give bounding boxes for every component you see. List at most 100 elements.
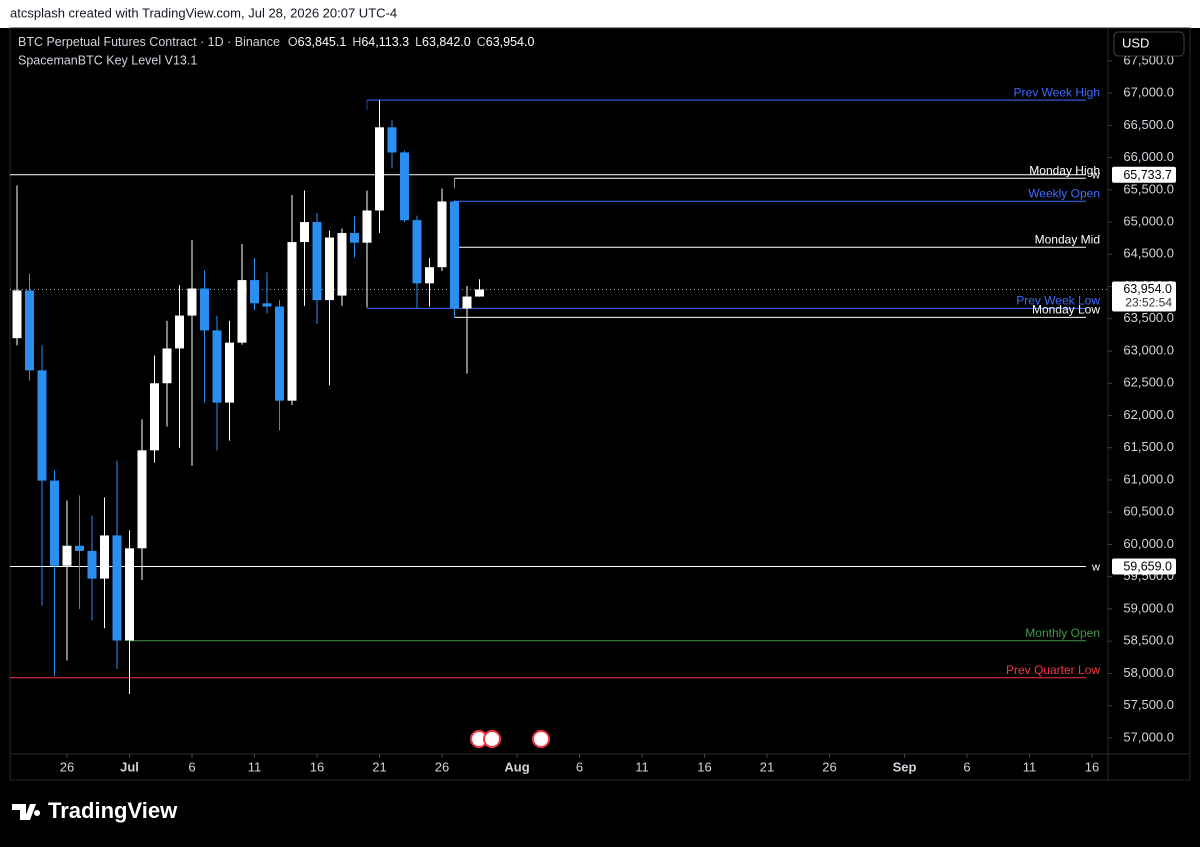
candle-body [400, 152, 409, 221]
candle-body [350, 233, 359, 243]
chart-frame [9, 27, 1191, 781]
ohlc-key: C [477, 35, 486, 49]
brand-logo: TradingView [12, 798, 178, 823]
candle-body [262, 303, 272, 307]
y-tick-label: 57,000.0 [1123, 729, 1174, 744]
x-tick-label: 26 [60, 759, 74, 774]
y-tick-label: 66,500.0 [1123, 117, 1174, 132]
candle-body [125, 548, 134, 641]
ohlc-key: L [415, 35, 422, 49]
y-tick-label: 58,500.0 [1123, 633, 1174, 648]
x-tick-label: 26 [822, 759, 836, 774]
candle-body [212, 330, 222, 403]
event-flag[interactable] [532, 730, 550, 748]
price-label-box [1112, 558, 1176, 575]
plot [10, 99, 1108, 695]
ohlc-value: 63,954.0 [486, 35, 535, 49]
ohlc-value: 63,845.1 [298, 35, 347, 49]
y-tick-label: 63,000.0 [1123, 342, 1174, 357]
candle-body [100, 535, 109, 579]
candle-body [250, 280, 259, 304]
candle-body [137, 450, 147, 549]
key-level-label: w [1091, 561, 1100, 573]
ohlc-value: 63,842.0 [422, 35, 471, 49]
top-bar [0, 0, 1200, 28]
y-tick-label: 60,500.0 [1123, 504, 1174, 519]
x-tick-label: Sep [893, 759, 917, 774]
y-tick-label: 63,500.0 [1123, 310, 1174, 325]
brand: TradingView [48, 798, 178, 823]
y-tick-label: 58,000.0 [1123, 665, 1174, 680]
key-level-label: Monday High [1029, 163, 1100, 177]
candle-body [287, 242, 297, 401]
y-tick-label: 61,500.0 [1123, 439, 1174, 454]
y-tick-label: 65,000.0 [1123, 214, 1174, 229]
logo-icon [12, 804, 41, 820]
x-tick-label: 11 [248, 759, 262, 774]
overlay: Prev Week High w 65,733.7 Monday High Weekly… [1006, 85, 1176, 677]
x-tick-label: 6 [188, 759, 195, 774]
price-label: 59,659.0 [1123, 560, 1172, 574]
last-price-box [1112, 281, 1176, 312]
x-tick-label: 21 [372, 759, 386, 774]
key-level-label: Monday Mid [1035, 232, 1100, 246]
candle-body [337, 233, 347, 296]
y-tick-label: 66,000.0 [1123, 149, 1174, 164]
event-flag[interactable] [483, 730, 501, 748]
x-tick-label: 26 [435, 759, 449, 774]
indicator-name: SpacemanBTC Key Level V13.1 [18, 53, 197, 67]
x-tick-label: 11 [1023, 759, 1037, 774]
candle-body [175, 315, 184, 349]
candle-body [475, 289, 484, 297]
x-tick-label: 16 [1085, 759, 1099, 774]
y-tick-label: 67,000.0 [1123, 85, 1174, 100]
y-tick-label: 62,000.0 [1123, 407, 1174, 422]
currency-button[interactable] [1113, 31, 1185, 57]
key-level-label: Prev Week High [1014, 85, 1100, 99]
ohlc-value: 64,113.3 [361, 35, 409, 49]
candle-body [25, 290, 34, 371]
countdown: 23:52:54 [1125, 296, 1172, 310]
candle-body [75, 545, 84, 551]
x-tick-label: 11 [635, 759, 649, 774]
candle-body [150, 383, 159, 451]
y-tick-label: 65,500.0 [1123, 181, 1174, 196]
y-tick-label: 64,500.0 [1123, 246, 1174, 261]
candle-body [362, 210, 372, 243]
currency[interactable]: USD [1122, 35, 1149, 50]
key-level-label: Monday Low [1032, 303, 1100, 317]
candle-body [300, 222, 309, 243]
y-tick-label: 57,500.0 [1123, 697, 1174, 712]
x-tick-label: 16 [310, 759, 324, 774]
x-tick-label: Aug [504, 759, 529, 774]
symbol-title: BTC Perpetual Futures Contract · 1D · Bi… [18, 35, 534, 49]
candle-body [437, 201, 447, 268]
candle-body [162, 348, 172, 384]
ohlc-key: O [288, 35, 298, 49]
symbol: BTC Perpetual Futures Contract · 1D · Bi… [18, 35, 280, 49]
candle-body [275, 306, 284, 401]
candle-body [375, 127, 384, 211]
key-level-label: Weekly Open [1028, 186, 1100, 200]
event-flags [470, 730, 550, 748]
ohlc-legend: O63,845.1 H64,113.3 L63,842.0 C63,954.0 [288, 35, 535, 49]
ohlc-key: H [352, 35, 361, 49]
key-level-label: Prev Quarter Low [1006, 663, 1100, 677]
attribution: atcsplash created with TradingView.com, … [10, 5, 397, 20]
y-tick-label: 59,000.0 [1123, 600, 1174, 615]
candle-body [187, 288, 197, 316]
candle-body [200, 288, 209, 331]
candle-body [37, 370, 47, 481]
x-tick-label: 16 [697, 759, 711, 774]
candle-body [237, 280, 247, 343]
candle-body [12, 290, 22, 339]
price-label-box [1112, 166, 1176, 183]
candle-body [425, 267, 434, 284]
background [0, 28, 1200, 842]
y-tick-label: 62,500.0 [1123, 375, 1174, 390]
candle-body [87, 550, 97, 579]
y-tick-label: 60,000.0 [1123, 536, 1174, 551]
x-tick-label: 6 [963, 759, 970, 774]
